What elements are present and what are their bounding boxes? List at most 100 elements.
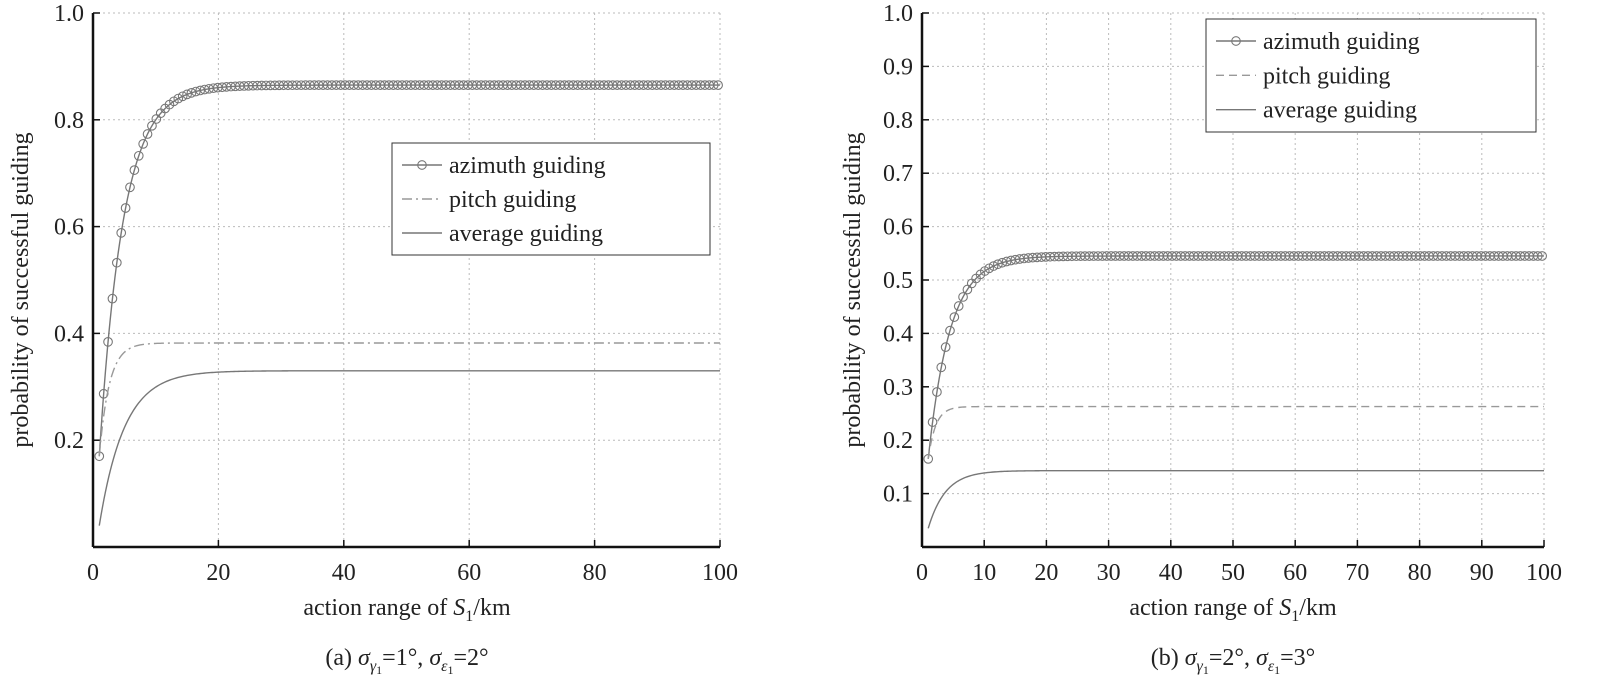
series-point <box>932 387 942 397</box>
series-point <box>958 292 968 302</box>
x-tick-label: 100 <box>702 560 738 586</box>
caption-sigma: σ <box>429 645 442 671</box>
x-axis-label-text: action range of <box>1129 595 1279 621</box>
legend-label: average guiding <box>1263 98 1417 124</box>
x-tick-label: 100 <box>1526 560 1562 586</box>
x-tick-label: 60 <box>457 560 481 586</box>
caption-subsub: 1 <box>1274 663 1280 677</box>
series-point <box>953 301 964 311</box>
caption-sigma: σ <box>1256 645 1269 671</box>
x-tick-label: 0 <box>87 560 99 586</box>
caption-sigma: σ <box>1185 645 1198 671</box>
caption-value: =3° <box>1280 645 1315 671</box>
caption-value: =2°, <box>1209 645 1256 671</box>
caption-subsub: 1 <box>376 663 382 677</box>
legend-label: pitch guiding <box>449 187 576 213</box>
series-point <box>988 261 999 271</box>
x-tick-label: 80 <box>583 560 607 586</box>
x-tick-label: 90 <box>1470 560 1494 586</box>
series-line <box>98 370 720 526</box>
x-axis-label-unit: /km <box>473 595 511 621</box>
x-tick-label: 70 <box>1345 560 1369 586</box>
x-axis-label-text: action range of <box>303 595 453 621</box>
caption-sigma: σ <box>358 645 371 671</box>
x-tick-label: 50 <box>1221 560 1245 586</box>
x-tick-label: 40 <box>332 560 356 586</box>
series-point <box>129 165 140 175</box>
x-tick-label: 30 <box>1097 560 1121 586</box>
caption-prefix: (b) <box>1151 645 1185 671</box>
x-tick-label: 80 <box>1408 560 1432 586</box>
x-tick-label: 20 <box>206 560 230 586</box>
series-point <box>945 325 955 336</box>
series-point <box>107 293 118 304</box>
legend-marker <box>417 160 427 170</box>
series-point <box>713 80 723 90</box>
x-axis-label-sub: 1 <box>1291 608 1299 625</box>
series-point <box>142 129 153 139</box>
y-tick-label: 0.6 <box>54 215 84 241</box>
series-point <box>708 80 719 90</box>
y-tick-label: 0.4 <box>883 321 913 347</box>
caption-prefix: (a) <box>325 645 358 671</box>
series-point <box>120 203 131 213</box>
series-point <box>138 139 149 149</box>
y-axis-label: probability of successful guiding <box>840 132 866 447</box>
series-line <box>927 405 1544 459</box>
chart-caption: (a) σγ1=1°, σε1=2° <box>325 645 488 677</box>
series-line <box>98 84 720 457</box>
legend-label: azimuth guiding <box>449 153 606 179</box>
caption-sub: γ <box>370 658 377 675</box>
x-axis-label-unit: /km <box>1299 595 1337 621</box>
series-point <box>177 91 188 102</box>
chart-caption: (b) σγ1=2°, σε1=3° <box>1151 645 1316 677</box>
series-point <box>186 87 197 98</box>
y-axis-label: probability of successful guiding <box>8 132 34 447</box>
legend-box <box>391 142 711 256</box>
y-tick-label: 0.7 <box>883 161 913 187</box>
x-tick-label: 40 <box>1159 560 1183 586</box>
legend-label: average guiding <box>449 221 603 247</box>
series-point <box>1537 251 1547 261</box>
series-point <box>190 86 201 97</box>
series-point <box>949 312 960 322</box>
series-point <box>936 362 947 373</box>
legend-box <box>1205 18 1537 133</box>
series-line <box>927 255 1544 459</box>
chart-b: 0 10 20 30 40 50 60 70 80 90 100 0.1 0.2 0.3 0.4 0.5 0.6… <box>840 1 1562 677</box>
y-tick-label: 1.0 <box>883 1 913 27</box>
y-tick-label: 0.9 <box>883 54 913 80</box>
x-axis-label-var: S <box>453 595 465 621</box>
x-tick-label: 60 <box>1283 560 1307 586</box>
series-point <box>182 89 192 100</box>
y-tick-label: 0.5 <box>883 268 913 294</box>
series-point <box>111 257 122 268</box>
chart-a: 0 20 40 60 80 100 0.2 0.4 0.6 0.8 1.0 probability o… <box>8 1 738 677</box>
series-line <box>98 342 720 457</box>
y-tick-label: 1.0 <box>54 1 84 27</box>
x-axis-label: action range of S1/km <box>1129 595 1337 625</box>
y-tick-label: 0.8 <box>883 108 913 134</box>
series-point <box>147 120 157 131</box>
x-tick-label: 20 <box>1034 560 1058 586</box>
caption-value: =1°, <box>382 645 429 671</box>
caption-sub: ε <box>441 658 448 675</box>
x-axis-label-sub: 1 <box>465 608 473 625</box>
caption-subsub: 1 <box>1203 663 1209 677</box>
legend-marker <box>1231 36 1241 46</box>
series-point <box>993 259 1003 270</box>
series-point <box>927 417 938 427</box>
y-tick-label: 0.8 <box>54 108 84 134</box>
y-tick-label: 0.2 <box>883 428 913 454</box>
legend-label: pitch guiding <box>1263 63 1390 89</box>
y-tick-label: 0.3 <box>883 375 913 401</box>
y-tick-label: 0.6 <box>883 215 913 241</box>
series-point <box>997 257 1008 268</box>
x-tick-label: 10 <box>972 560 996 586</box>
x-axis-label: action range of S1/km <box>303 595 511 625</box>
series-point <box>116 227 127 238</box>
y-tick-label: 0.1 <box>883 482 913 508</box>
caption-value: =2° <box>453 645 488 671</box>
series-point <box>133 150 144 161</box>
